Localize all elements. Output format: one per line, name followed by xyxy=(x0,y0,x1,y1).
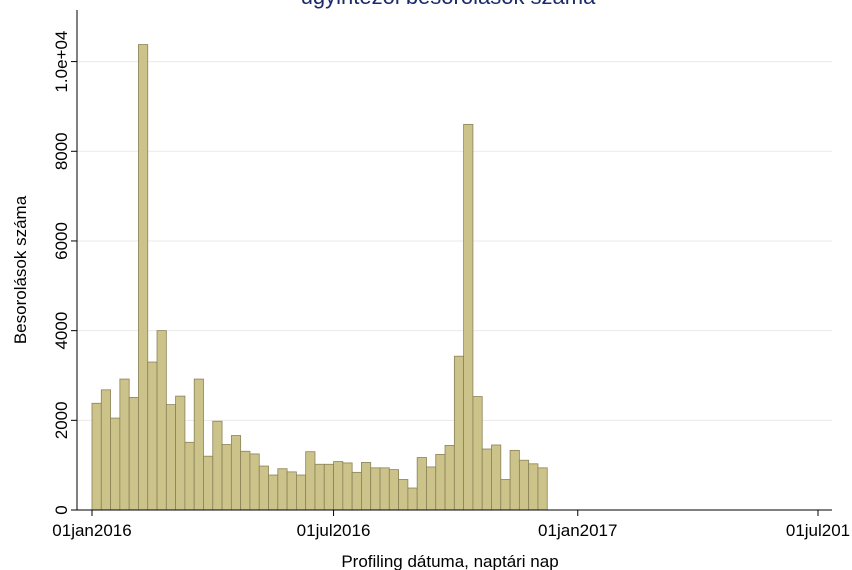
bar xyxy=(426,466,437,511)
bar xyxy=(453,355,465,511)
bar xyxy=(481,448,492,511)
y-tick-label: 4000 xyxy=(52,312,71,350)
bar xyxy=(444,445,455,511)
bar xyxy=(491,444,502,511)
bar xyxy=(240,450,251,511)
bar-series xyxy=(91,44,548,511)
bar xyxy=(370,467,381,511)
y-axis-label: Besorolások száma xyxy=(11,195,30,344)
y-tick-label: 2000 xyxy=(52,401,71,439)
bar xyxy=(509,449,520,511)
bar xyxy=(463,123,474,511)
bar xyxy=(119,378,130,511)
bar xyxy=(416,457,427,511)
bar xyxy=(398,479,409,511)
bar xyxy=(379,467,390,511)
bar xyxy=(537,467,548,511)
bar xyxy=(323,463,334,511)
x-axis-label: Profiling dátuma, naptári nap xyxy=(341,552,558,570)
bar xyxy=(147,361,158,511)
bar xyxy=(305,451,316,511)
bar xyxy=(342,462,353,511)
bar xyxy=(268,474,279,511)
x-tick-label: 01jul2016 xyxy=(297,521,371,540)
bar xyxy=(277,468,288,511)
bar xyxy=(500,479,511,511)
bar xyxy=(175,395,186,511)
bar xyxy=(156,330,167,511)
chart-title: ügyintézői besorolások száma xyxy=(301,0,596,9)
x-ticks: 01jan2016 01jul2016 01jan2017 01jul201 xyxy=(52,510,850,540)
bar xyxy=(128,397,139,511)
bar xyxy=(472,396,483,511)
bar xyxy=(361,462,372,511)
bar xyxy=(314,463,325,511)
bar xyxy=(91,402,102,511)
bar xyxy=(221,444,232,511)
x-tick-label: 01jan2017 xyxy=(538,521,617,540)
bar xyxy=(435,453,446,511)
y-tick-label: 8000 xyxy=(52,132,71,170)
bar xyxy=(100,389,111,511)
bar xyxy=(203,455,214,511)
bar xyxy=(333,461,344,511)
bar xyxy=(351,471,362,511)
bar xyxy=(230,435,242,511)
bar xyxy=(138,44,149,511)
bar xyxy=(388,469,399,511)
y-tick-label: 6000 xyxy=(52,222,71,260)
x-tick-label: 01jan2016 xyxy=(52,521,131,540)
axes xyxy=(76,10,832,511)
bar xyxy=(193,378,204,511)
bar xyxy=(249,453,260,511)
bar xyxy=(407,487,418,511)
bar xyxy=(110,417,121,511)
y-tick-label: 0 xyxy=(52,505,71,514)
x-tick-label: 01jul201 xyxy=(786,521,850,540)
gridlines xyxy=(77,61,832,421)
bar xyxy=(518,459,530,511)
bar xyxy=(295,474,307,511)
bar xyxy=(184,441,195,511)
bar xyxy=(212,420,223,511)
y-ticks: 0 2000 4000 6000 8000 1.0e+04 xyxy=(52,31,77,515)
bar xyxy=(286,471,297,511)
bar xyxy=(528,463,539,511)
bar xyxy=(165,404,177,511)
bar xyxy=(258,465,269,511)
y-tick-label: 1.0e+04 xyxy=(52,31,71,93)
